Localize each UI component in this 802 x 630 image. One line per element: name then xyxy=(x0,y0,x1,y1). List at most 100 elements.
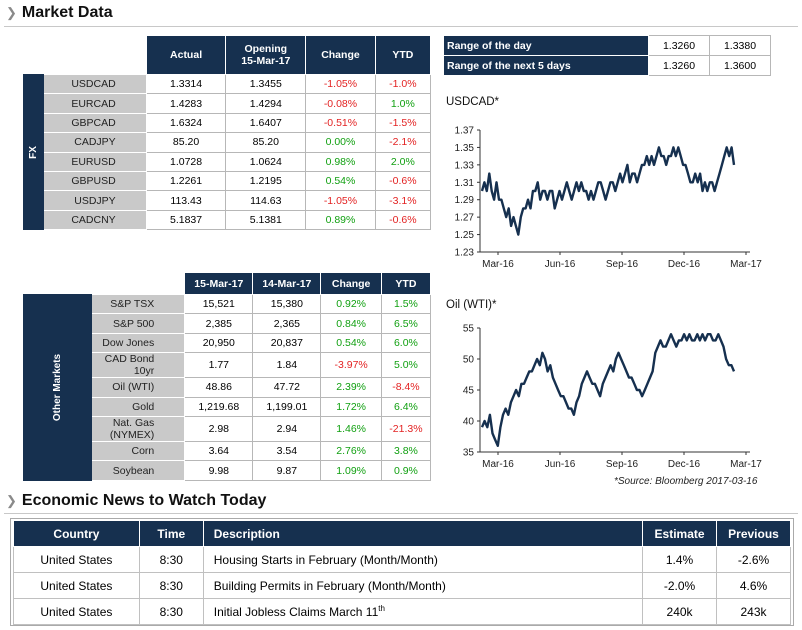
change-cell: -0.51% xyxy=(305,112,376,134)
country-cell: United States xyxy=(13,572,140,599)
description-text: Initial Jobless Claims March 11 xyxy=(213,605,379,619)
row-label: CADCNY xyxy=(43,209,147,231)
range-label: Range of the day xyxy=(443,35,649,56)
other-blank-header xyxy=(91,272,185,295)
time-cell: 8:30 xyxy=(138,598,204,625)
range-low: 1.3260 xyxy=(648,55,710,76)
other-header-change: Change xyxy=(320,272,382,295)
table-row: GBPUSD 1.2261 1.2195 0.54% -0.6% xyxy=(24,170,432,192)
previous-cell: 2.94 xyxy=(252,415,322,442)
actual-cell: 113.43 xyxy=(145,190,227,211)
news-row: United States 8:30 Building Permits in Feb… xyxy=(13,572,791,599)
previous-cell: 3.54 xyxy=(252,440,322,462)
table-row: Soybean 9.98 9.87 1.09% 0.9% xyxy=(24,460,432,481)
usdcad-y-tick-label: 1.25 xyxy=(455,230,475,241)
estimate-cell: 240k xyxy=(642,598,718,625)
row-label: EURCAD xyxy=(43,93,147,114)
ytd-cell: 5.0% xyxy=(380,352,432,379)
row-label: GBPCAD xyxy=(43,112,147,134)
time-cell: 8:30 xyxy=(138,546,204,573)
previous-cell: 15,380 xyxy=(252,293,322,315)
country-cell: United States xyxy=(13,546,140,573)
table-row: Oil (WTI) 48.86 47.72 2.39% -8.4% xyxy=(24,377,432,398)
usdcad-chart: 1.37 1.35 1.33 1.31 1.29 1.27 1.25 1.23 Mar-16 Ju… xyxy=(455,126,763,271)
ytd-cell: -0.6% xyxy=(374,209,432,231)
market-data-title-text: Market Data xyxy=(21,4,113,21)
actual-cell: 85.20 xyxy=(145,132,227,153)
row-label: USDJPY xyxy=(43,190,147,211)
usdcad-y-tick-label: 1.29 xyxy=(455,195,475,206)
news-table: Country Time Description Estimate Previo… xyxy=(13,520,791,625)
ytd-cell: -1.5% xyxy=(374,112,432,134)
current-cell: 1,219.68 xyxy=(184,396,254,417)
table-row: Dow Jones 20,950 20,837 0.54% 6.0% xyxy=(24,332,432,354)
table-row: FX USDCAD 1.3314 1.3455 -1.05% -1.0% xyxy=(22,73,432,231)
table-row: EURCAD 1.4283 1.4294 -0.08% 1.0% xyxy=(24,93,432,114)
actual-cell: 1.2261 xyxy=(145,170,227,192)
usdcad-x-tick-label: Sep-16 xyxy=(606,259,639,270)
current-cell: 20,950 xyxy=(184,332,254,354)
oil-y-tick-label: 50 xyxy=(463,355,475,366)
change-cell: 0.54% xyxy=(320,332,382,354)
other-header-date2: 14-Mar-17 xyxy=(252,272,322,295)
description-cell: Building Permits in February (Month/Mont… xyxy=(202,572,644,599)
other-header-date1: 15-Mar-17 xyxy=(184,272,254,295)
oil-x-tick-label: Sep-16 xyxy=(606,459,639,470)
current-cell: 2.98 xyxy=(184,415,254,442)
range-label: Range of the next 5 days xyxy=(443,55,649,76)
table-row: USDJPY 113.43 114.63 -1.05% -3.1% xyxy=(24,190,432,211)
change-cell: 0.98% xyxy=(305,151,376,172)
oil-x-tick-label: Dec-16 xyxy=(668,459,701,470)
country-cell: United States xyxy=(13,598,140,625)
other-header-ytd: YTD xyxy=(380,272,432,295)
range-low: 1.3260 xyxy=(648,35,710,56)
change-cell: -1.05% xyxy=(305,190,376,211)
range-high: 1.3380 xyxy=(709,35,771,56)
previous-cell: 20,837 xyxy=(252,332,322,354)
chevron-right-icon: ❯ xyxy=(6,493,17,508)
title-divider xyxy=(4,513,798,514)
usdcad-x-tick-label: Mar-17 xyxy=(730,259,762,270)
row-label: Soybean xyxy=(91,460,186,481)
row-label: Nat. Gas (NYMEX) xyxy=(91,415,186,442)
current-cell: 2,385 xyxy=(184,313,254,334)
fx-header-ytd: YTD xyxy=(374,35,432,75)
opening-cell: 1.6407 xyxy=(225,112,307,134)
change-cell: 0.54% xyxy=(305,170,376,192)
usdcad-y-tick-label: 1.23 xyxy=(455,248,475,259)
table-row: CADJPY 85.20 85.20 0.00% -2.1% xyxy=(24,132,432,153)
opening-cell: 1.4294 xyxy=(225,93,307,114)
description-text: Building Permits in February (Month/Mont… xyxy=(213,578,446,593)
ytd-cell: 6.0% xyxy=(380,332,432,354)
description-suffix: th xyxy=(378,604,385,613)
current-cell: 48.86 xyxy=(184,377,254,398)
usdcad-y-tick-label: 1.33 xyxy=(455,160,475,171)
change-cell: -1.05% xyxy=(305,73,376,95)
ytd-cell: 1.0% xyxy=(374,93,432,114)
oil-series-line xyxy=(480,333,736,447)
time-cell: 8:30 xyxy=(138,572,204,599)
row-label: GBPUSD xyxy=(43,170,147,192)
row-label: CAD Bond 10yr xyxy=(91,352,186,379)
row-label: CADJPY xyxy=(43,132,147,153)
table-row: Other Markets S&P TSX 15,521 15,380 0.92% 1.5… xyxy=(22,293,432,481)
change-cell: 2.76% xyxy=(320,440,382,462)
fx-header-opening-line1: Opening xyxy=(244,43,288,55)
row-label: USDCAD xyxy=(43,73,147,95)
table-row: CADCNY 5.1837 5.1381 0.89% -0.6% xyxy=(24,209,432,231)
oil-x-tick-label: Mar-16 xyxy=(482,459,514,470)
oil-y-tick-label: 55 xyxy=(463,324,475,335)
previous-cell: 1.84 xyxy=(252,352,322,379)
title-divider xyxy=(4,26,798,27)
oil-chart-title: Oil (WTI)* xyxy=(446,299,497,311)
usdcad-x-tick-label: Mar-16 xyxy=(482,259,514,270)
change-cell: 0.00% xyxy=(305,132,376,153)
oil-y-tick-label: 40 xyxy=(463,417,475,428)
previous-value-cell: -2.6% xyxy=(716,546,791,573)
change-cell: 1.72% xyxy=(320,396,382,417)
change-cell: 0.92% xyxy=(320,293,382,315)
current-cell: 9.98 xyxy=(184,460,254,481)
ytd-cell: -3.1% xyxy=(374,190,432,211)
usdcad-y-tick-label: 1.31 xyxy=(455,178,475,189)
previous-cell: 1,199.01 xyxy=(252,396,322,417)
